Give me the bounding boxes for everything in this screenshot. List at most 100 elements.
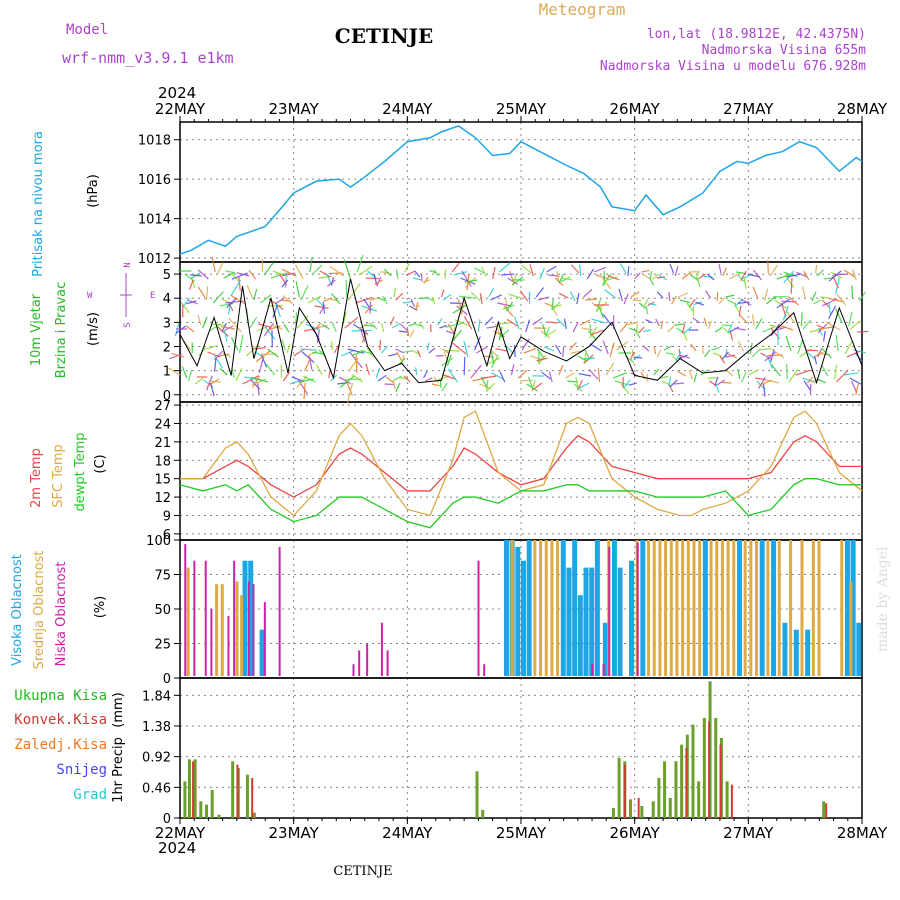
mid_cloud-bar bbox=[777, 540, 781, 676]
model-label: Model bbox=[66, 22, 108, 38]
mid_cloud-bar bbox=[800, 540, 804, 676]
wind-arrow bbox=[185, 325, 195, 333]
wind-arrow bbox=[551, 304, 562, 308]
wind-arrow bbox=[653, 368, 660, 376]
wind-arrow bbox=[236, 272, 250, 277]
wind-arrow bbox=[447, 323, 456, 334]
wind-arrow bbox=[365, 363, 371, 376]
total_precip-bar bbox=[205, 804, 209, 818]
wind-arrow bbox=[373, 273, 378, 285]
wind-arrow bbox=[194, 377, 204, 385]
wind-arrow bbox=[641, 269, 650, 273]
wind-arrow bbox=[711, 346, 721, 351]
precip-ylabel: 1hr Precip bbox=[111, 737, 126, 803]
wind-arrow bbox=[377, 296, 386, 302]
wind-arrow bbox=[339, 375, 355, 388]
wind-arrow bbox=[627, 321, 639, 326]
wind-arrow bbox=[258, 323, 272, 329]
mid_cloud-bar bbox=[556, 540, 560, 676]
wind-arrow bbox=[410, 298, 416, 307]
wind-arrow bbox=[674, 323, 685, 326]
wind-arrow bbox=[568, 342, 577, 351]
wind-arrow bbox=[744, 277, 747, 289]
wind-arrow bbox=[439, 324, 448, 329]
wind-arrow bbox=[675, 351, 682, 362]
wind-arrow bbox=[392, 375, 402, 382]
wind-arrow bbox=[851, 285, 854, 299]
wind-arrow bbox=[727, 323, 733, 334]
mid_cloud-bar bbox=[220, 584, 224, 676]
wind-arrow bbox=[206, 378, 220, 387]
mid_cloud-bar bbox=[533, 540, 537, 676]
wind-arrow bbox=[246, 284, 253, 298]
wind-arrow bbox=[833, 273, 848, 276]
y-tick-label: 0 bbox=[163, 812, 171, 827]
wind-arrow bbox=[833, 364, 838, 380]
total_precip-bar bbox=[611, 808, 615, 818]
wind-arrow bbox=[447, 368, 458, 383]
wind-arrow bbox=[308, 354, 313, 370]
wind-arrow bbox=[202, 316, 208, 329]
total_precip-bar bbox=[640, 806, 644, 818]
y-tick-label: 1018 bbox=[138, 134, 171, 149]
wind-unit: (m/s) bbox=[86, 312, 101, 346]
wind-arrow bbox=[206, 375, 213, 391]
wind-arrow bbox=[690, 343, 697, 352]
wind-arrow bbox=[274, 297, 285, 305]
wind-arrow bbox=[498, 326, 503, 341]
wind-arrow bbox=[418, 322, 425, 330]
total_precip-bar bbox=[617, 758, 621, 818]
wind-arrow bbox=[567, 380, 578, 383]
wind-arrow bbox=[238, 334, 244, 354]
wind-arrow bbox=[669, 263, 675, 274]
low_cloud-bar bbox=[608, 546, 611, 676]
wind-arrow bbox=[570, 264, 580, 274]
wind-arrow bbox=[485, 382, 496, 393]
wind-arrow bbox=[725, 354, 736, 358]
wind-arrow bbox=[828, 270, 842, 282]
wind-arrow bbox=[463, 341, 469, 358]
wind-arrow bbox=[416, 349, 422, 358]
wind-arrow bbox=[714, 376, 719, 386]
wind-arrow bbox=[681, 323, 686, 334]
wind-arrow bbox=[584, 348, 591, 360]
wind-arrow bbox=[802, 319, 812, 330]
high_cloud-bar bbox=[805, 629, 811, 676]
total_precip-bar bbox=[702, 718, 706, 818]
wind-arrow bbox=[645, 318, 653, 324]
panel-frame bbox=[179, 121, 863, 263]
conv_precip-bar bbox=[251, 778, 254, 818]
conv_precip-bar bbox=[825, 803, 828, 818]
credit-text: made by Angel bbox=[875, 546, 891, 652]
wind-arrow bbox=[737, 341, 745, 352]
high_cloud-bar bbox=[640, 540, 646, 676]
wind-arrow bbox=[402, 301, 413, 304]
wind-arrow bbox=[807, 352, 816, 360]
wind-arrow bbox=[345, 280, 348, 298]
wind-arrow bbox=[843, 269, 855, 278]
wind-arrow bbox=[289, 380, 300, 385]
wind-arrow bbox=[704, 349, 711, 358]
wind-arrow bbox=[752, 314, 755, 327]
wind-ylabel-1: 10m Vjetar bbox=[29, 293, 44, 366]
wind-arrow bbox=[189, 274, 202, 277]
wind-arrow bbox=[630, 291, 640, 298]
wind-arrow bbox=[589, 343, 602, 352]
conv_precip-bar bbox=[730, 784, 733, 818]
wind-arrow bbox=[619, 321, 629, 333]
wind-arrow bbox=[605, 362, 615, 376]
time-label-top: 24MAY bbox=[382, 100, 433, 118]
model-name: wrf-nmm_v3.9.1 e1km bbox=[62, 49, 234, 67]
panel-frame bbox=[179, 677, 863, 819]
wind-arrow bbox=[639, 302, 646, 309]
mid_cloud-bar bbox=[698, 540, 702, 676]
wind-arrow bbox=[275, 301, 281, 318]
precip-legend-snow: Snijeg bbox=[56, 762, 107, 778]
wind-arrow bbox=[267, 348, 279, 358]
wind-arrow bbox=[499, 371, 506, 383]
wind-arrow bbox=[652, 273, 659, 280]
high_cloud-bar bbox=[736, 540, 742, 676]
wind-arrow bbox=[853, 349, 866, 354]
wind-arrow bbox=[762, 326, 775, 333]
wind-arrow bbox=[344, 316, 359, 329]
